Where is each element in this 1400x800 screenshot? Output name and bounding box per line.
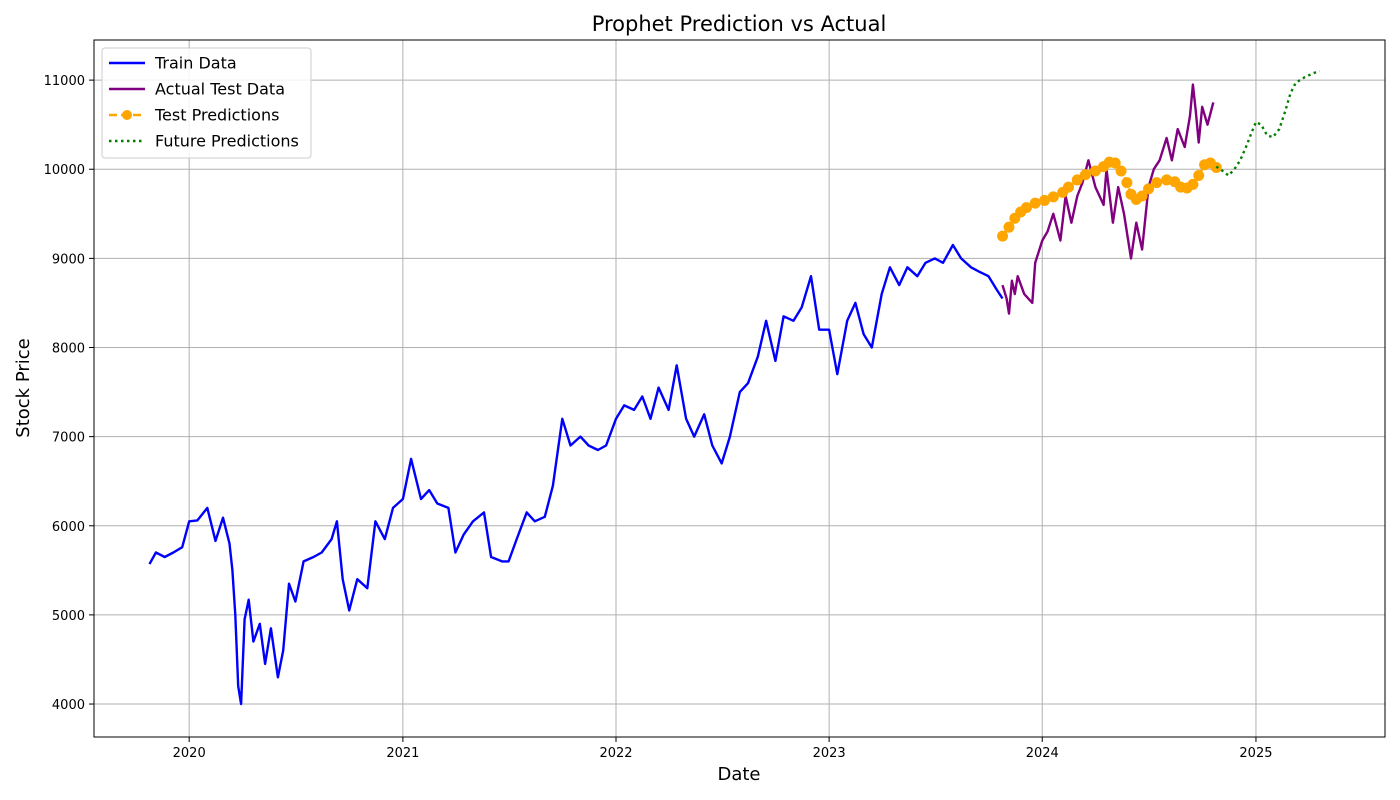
- series-point: [1003, 221, 1015, 233]
- legend-label: Future Predictions: [155, 132, 299, 151]
- series-point: [1071, 174, 1083, 186]
- x-tick-label: 2025: [1239, 746, 1272, 761]
- x-tick-label: 2020: [173, 746, 206, 761]
- legend: Train Data Actual Test Data Test Predictio…: [101, 47, 312, 159]
- x-tick-label: 2024: [1026, 746, 1059, 761]
- series-point: [1193, 169, 1205, 181]
- x-tick-label: 2022: [599, 746, 632, 761]
- x-tick-label: 2021: [386, 746, 419, 761]
- y-tick-label: 8000: [52, 342, 85, 357]
- series-point: [1121, 177, 1133, 189]
- series-point: [1063, 181, 1075, 193]
- series-test-predictions: [997, 156, 1222, 242]
- y-axis-label: Stock Price: [13, 338, 34, 437]
- series-future-predictions: [1215, 70, 1320, 177]
- series-point: [997, 230, 1009, 242]
- y-tick-label: 4000: [52, 698, 85, 713]
- x-tick-label: 2023: [813, 746, 846, 761]
- series-point: [1187, 178, 1199, 190]
- y-axis-ticks: 4000 5000 6000 7000 8000 9000 10000 11000: [44, 74, 94, 713]
- series-point: [1115, 165, 1127, 177]
- series-point: [1029, 197, 1041, 209]
- y-tick-label: 9000: [52, 252, 85, 267]
- series-line: [148, 243, 1004, 706]
- series-point: [1151, 177, 1163, 189]
- y-tick-label: 6000: [52, 520, 85, 535]
- series-point: [1020, 202, 1032, 214]
- legend-marker: [122, 110, 132, 120]
- legend-label: Actual Test Data: [155, 80, 285, 99]
- x-axis-ticks: 2020 2021 2022 2023 2024 2025: [173, 737, 1273, 761]
- y-tick-label: 11000: [44, 74, 85, 89]
- series-point: [1047, 191, 1059, 203]
- plot-frame: [93, 39, 1386, 738]
- series-point: [1109, 157, 1121, 169]
- legend-box: [101, 47, 312, 159]
- legend-label: Test Predictions: [154, 106, 279, 125]
- series-line: [1215, 70, 1320, 177]
- series-point: [1079, 169, 1091, 181]
- series-train-data: [148, 243, 1004, 706]
- legend-label: Train Data: [154, 54, 237, 73]
- grid: [94, 40, 1385, 737]
- series-layer: [148, 70, 1320, 706]
- y-tick-label: 7000: [52, 431, 85, 446]
- y-tick-label: 5000: [52, 609, 85, 624]
- chart-title: Prophet Prediction vs Actual: [592, 12, 887, 36]
- y-tick-label: 10000: [44, 163, 85, 178]
- series-point: [1136, 190, 1148, 202]
- series-point: [1143, 183, 1155, 195]
- x-axis-label: Date: [717, 764, 760, 785]
